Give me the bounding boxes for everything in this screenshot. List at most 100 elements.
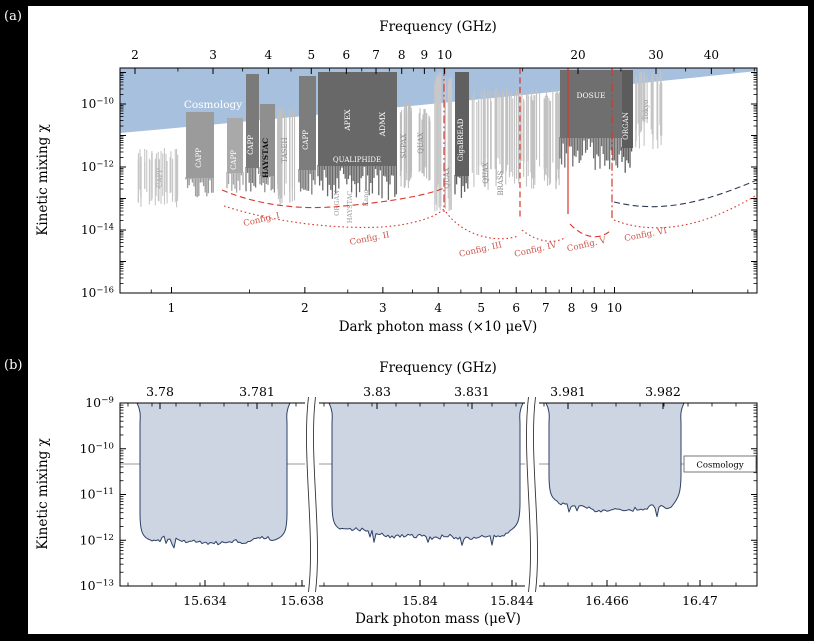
experiment-label: CAPP [156, 168, 164, 188]
cosmology-callout: Cosmology [683, 455, 757, 473]
exclusion-region [317, 72, 398, 200]
mass-tick-label: 9 [590, 301, 598, 315]
freq-tick-label: 2 [131, 48, 139, 62]
exclusion-region [185, 112, 214, 198]
mass-tick-label: 10 [607, 301, 622, 315]
exclusion-region [245, 74, 260, 192]
mass-tick-label: 15.844 [490, 593, 534, 608]
freq-tick-label: 5 [307, 48, 315, 62]
experiment-label: QUAX [443, 167, 451, 188]
experiment-label: Kang [362, 189, 370, 206]
freq-tick-label: 10 [437, 48, 452, 62]
freq-tick-label: 6 [343, 48, 351, 62]
exclusion-region [137, 148, 179, 208]
axis-break-mark [526, 396, 531, 593]
panel-a-top-axis-title: Frequency (GHz) [379, 19, 497, 35]
exclusion-region [226, 118, 244, 193]
axis-break-gap [525, 398, 539, 591]
config-curve [613, 194, 758, 229]
config-curve [521, 229, 567, 242]
experiment-label: HAYSTAC [346, 191, 354, 224]
region-body [260, 104, 275, 176]
experiment-label: SUPAX [400, 134, 408, 159]
mass-tick-label: 1 [168, 301, 176, 315]
panel-b-letter: (b) [4, 358, 22, 373]
experiment-label: CAPP [195, 148, 203, 168]
experiment-label: CAPP [247, 135, 255, 155]
experiment-label: ADMX [378, 111, 387, 137]
cosmology-label-b: Cosmology [696, 461, 743, 471]
region-body [227, 118, 243, 173]
exclusion-region [259, 104, 276, 193]
freq-tick-label: 3 [209, 48, 217, 62]
mass-tick-label: 3 [379, 301, 387, 315]
limit-region [545, 403, 685, 518]
freq-tick-label: 3.78 [146, 384, 174, 399]
axis-break-mark [313, 396, 318, 593]
freq-tick-label: 20 [570, 48, 585, 62]
exclusion-regions-a [137, 70, 663, 212]
experiment-label: APEX [343, 109, 352, 132]
freq-tick-label: 40 [704, 48, 719, 62]
exclusion-region [454, 72, 469, 198]
cosmology-label-a: Cosmology [184, 99, 242, 111]
freq-tick-label: 9 [421, 48, 429, 62]
mass-tick-label: 15.634 [183, 593, 227, 608]
y-tick-label: 10−12 [80, 532, 114, 547]
y-tick-label: 10−10 [81, 96, 114, 112]
region-body [560, 70, 622, 138]
freq-tick-label: 3.981 [550, 384, 586, 399]
y-tick-label: 10−9 [85, 395, 114, 410]
y-tick-label: 10−10 [80, 441, 114, 456]
exclusion-region [298, 76, 316, 195]
panel-b-dynamic: 10−9 10−10 10−11 10−12 10−13 3.78 3.781 3.83 3.8… [80, 384, 758, 608]
mass-tick-label: 2 [301, 301, 309, 315]
experiment-label: DOSUE [576, 91, 605, 100]
freq-tick-label: 4 [265, 48, 273, 62]
y-tick-label: 10−13 [80, 578, 114, 593]
exclusion-region [635, 70, 663, 150]
panel-b-top-axis-title: Frequency (GHz) [379, 360, 497, 376]
mass-tick-label: 15.84 [402, 593, 438, 608]
y-tick-label: 10−14 [81, 222, 114, 238]
exclusion-region [471, 88, 561, 190]
experiment-label: CAPP [230, 150, 238, 170]
region-body [186, 112, 214, 178]
freq-tick-label: 3.781 [239, 384, 275, 399]
experiment-label: ORGAN [622, 112, 630, 140]
experiment-label: QUALIPHIDE [333, 156, 381, 164]
freq-tick-label: 30 [648, 48, 663, 62]
region-body [246, 74, 259, 168]
experiment-label: BRASS [497, 170, 505, 195]
experiment-label: CAPP [302, 130, 310, 150]
mass-tick-label: 4 [434, 301, 442, 315]
exclusion-region [399, 102, 413, 188]
axis-break-gap [305, 398, 319, 591]
mass-tick-label: 5 [477, 301, 485, 315]
exclusion-region [434, 72, 452, 212]
region-body [318, 72, 397, 166]
y-tick-label: 10−16 [81, 285, 114, 301]
experiment-label: TASEH [281, 137, 289, 162]
freq-tick-label: 3.83 [363, 384, 391, 399]
mass-tick-label: 7 [542, 301, 550, 315]
cosmology-box [683, 455, 757, 473]
y-tick-label: 10−12 [81, 159, 114, 175]
panel-a-bottom-axis-title: Dark photon mass (×10 μeV) [339, 319, 538, 335]
projection-curve [613, 179, 758, 208]
exclusion-region [277, 108, 296, 205]
experiment-label: ORGAN [333, 190, 341, 216]
exclusion-region [621, 70, 633, 173]
mass-tick-label: 15.638 [280, 593, 324, 608]
experiment-label: GigaBREAD [457, 118, 465, 161]
region-body [455, 72, 469, 176]
limit-region [136, 403, 291, 549]
axis-break-mark [533, 396, 538, 593]
exclusion-region [418, 108, 431, 181]
freq-tick-label: 3.982 [645, 384, 681, 399]
config-curve [569, 223, 611, 238]
freq-tick-label: 3.831 [454, 384, 490, 399]
experiment-label: HAYSTAC [261, 138, 270, 178]
